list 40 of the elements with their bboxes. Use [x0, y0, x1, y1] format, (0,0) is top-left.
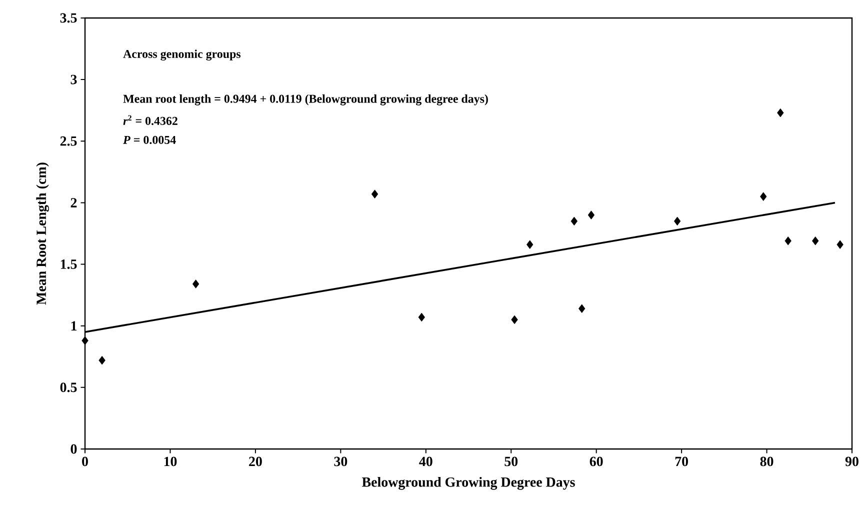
- x-tick-label: 90: [845, 456, 858, 466]
- point: [526, 240, 534, 249]
- point: [371, 190, 378, 198]
- x-tick-label: 10: [164, 456, 177, 466]
- point: [777, 108, 784, 118]
- annotation: Mean root length = 0.9494 + 0.0119 (Belowground growing degree days): [123, 94, 488, 106]
- x-tick-label: 50: [504, 456, 518, 466]
- x-tick-label: 0: [82, 456, 88, 466]
- point: [784, 236, 792, 246]
- annotation: P = 0.0054: [123, 136, 176, 144]
- x-tick-label: 40: [419, 456, 432, 466]
- point: [588, 210, 595, 220]
- point: [760, 192, 767, 201]
- x-tick-label: 80: [760, 456, 774, 466]
- point: [418, 312, 425, 322]
- x-tick-label: 20: [249, 456, 262, 466]
- point: [98, 356, 106, 365]
- point: [511, 315, 518, 324]
- x-axis-title: Belowground Growing Degree Days: [362, 477, 575, 490]
- point: [192, 280, 200, 288]
- point: [578, 304, 586, 313]
- point: [836, 240, 844, 249]
- y-tick-label: 0.5: [60, 382, 77, 392]
- x-tick-label: 70: [675, 456, 688, 466]
- y-tick-label: 0: [70, 444, 77, 454]
- y-tick-label: 3.5: [60, 13, 77, 23]
- point: [812, 236, 819, 246]
- y-tick-label: 1: [71, 321, 77, 330]
- y-tick-label: 1.5: [60, 260, 77, 269]
- point: [570, 216, 578, 226]
- x-tick-label: 30: [334, 456, 348, 466]
- y-tick-label: 2: [70, 198, 77, 208]
- point: [674, 216, 681, 226]
- y-tick-label: 2.5: [60, 136, 77, 146]
- point: [82, 336, 88, 346]
- annotation: r$^{2}$ = 0.4362: [123, 115, 178, 126]
- x-tick-label: 60: [590, 456, 603, 466]
- annotation: Across genomic groups: [123, 50, 241, 61]
- y-axis-title: Mean Root Length (cm): [36, 162, 49, 305]
- y-tick-label: 3: [70, 74, 77, 84]
